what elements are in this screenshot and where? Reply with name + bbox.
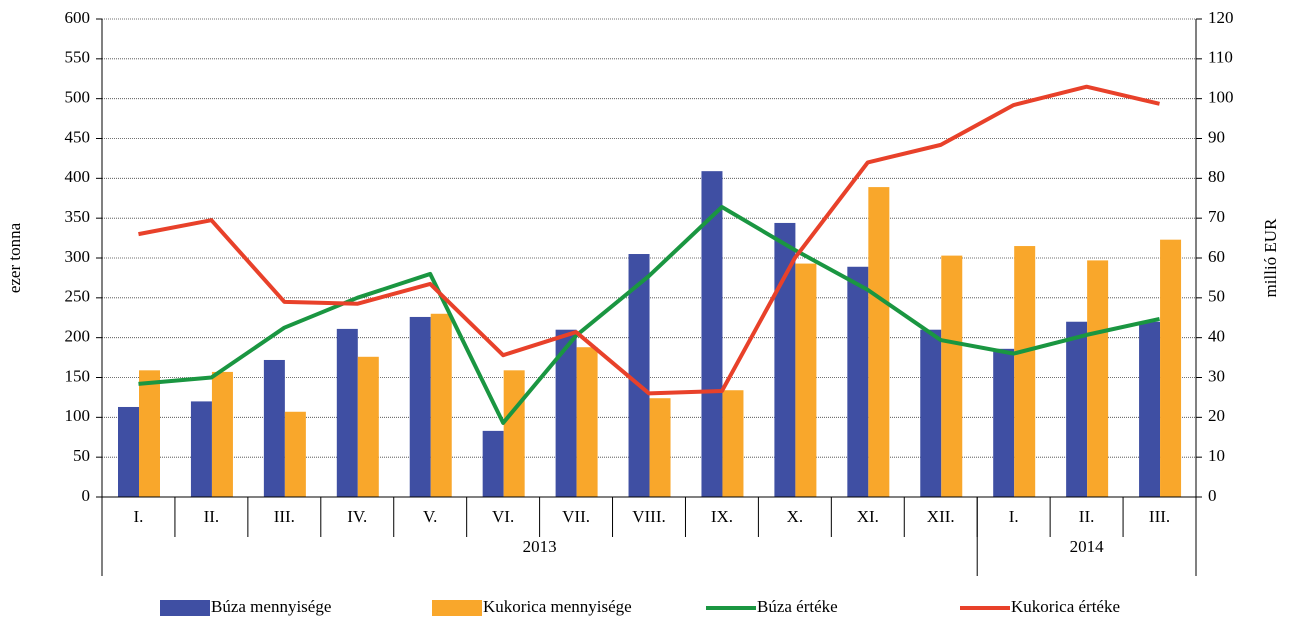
- y-tick-label: 450: [65, 127, 91, 146]
- bar: [139, 370, 160, 497]
- y2-tick-label: 20: [1208, 406, 1225, 425]
- bar: [503, 370, 525, 497]
- y-tick-label: 300: [65, 247, 91, 266]
- bar: [576, 347, 598, 497]
- legend-label: Búza értéke: [757, 597, 838, 616]
- y2-tick-label: 100: [1208, 88, 1234, 107]
- x-tick-label: III.: [1149, 507, 1170, 526]
- bar: [1160, 239, 1182, 497]
- x-tick-label: VIII.: [632, 507, 666, 526]
- x-tick-label: XII.: [927, 507, 955, 526]
- y2-tick-label: 110: [1208, 48, 1233, 67]
- bar: [357, 356, 379, 497]
- y2-tick-label: 10: [1208, 446, 1225, 465]
- y-tick-label: 0: [82, 486, 91, 505]
- bar: [409, 316, 431, 497]
- legend-label: Búza mennyisége: [211, 597, 331, 616]
- line: [138, 205, 1160, 425]
- x-group-label: 2014: [1070, 537, 1105, 556]
- y-tick-label: 350: [65, 207, 91, 226]
- y2-tick-label: 80: [1208, 167, 1225, 186]
- x-tick-label: IX.: [711, 507, 733, 526]
- bar: [336, 328, 358, 497]
- x-tick-label: VII.: [562, 507, 590, 526]
- x-tick-label: III.: [274, 507, 295, 526]
- y-tick-label: 100: [65, 406, 91, 425]
- bar: [722, 390, 744, 497]
- y2-tick-label: 70: [1208, 207, 1225, 226]
- bar: [263, 359, 285, 497]
- bar: [649, 398, 671, 497]
- bar: [284, 411, 306, 497]
- y-tick-label: 600: [65, 8, 91, 27]
- x-tick-label: II.: [1079, 507, 1095, 526]
- y2-tick-label: 50: [1208, 287, 1225, 306]
- bar: [847, 266, 869, 497]
- y2-axis-label: millió EUR: [1261, 218, 1280, 298]
- y-tick-label: 400: [65, 167, 91, 186]
- bar: [1087, 260, 1109, 497]
- y2-tick-label: 90: [1208, 127, 1225, 146]
- bar: [774, 222, 796, 498]
- bar: [628, 254, 650, 497]
- legend-swatch: [432, 600, 482, 616]
- bar: [430, 313, 452, 497]
- x-tick-label: X.: [787, 507, 804, 526]
- y-tick-label: 150: [65, 366, 91, 385]
- y2-tick-label: 60: [1208, 247, 1225, 266]
- bar: [1066, 321, 1088, 497]
- y-axis-label: ezer tonna: [5, 222, 24, 293]
- bar: [118, 406, 139, 497]
- legend-label: Kukorica értéke: [1011, 597, 1120, 616]
- bar: [941, 255, 963, 497]
- y-tick-label: 250: [65, 287, 91, 306]
- x-tick-label: I.: [134, 507, 144, 526]
- bar: [993, 348, 1015, 497]
- y2-tick-label: 0: [1208, 486, 1217, 505]
- bar: [701, 171, 723, 497]
- bar: [555, 329, 577, 497]
- y-tick-label: 50: [73, 446, 90, 465]
- x-tick-label: I.: [1009, 507, 1019, 526]
- bar: [795, 263, 817, 497]
- bar: [920, 329, 942, 497]
- x-tick-label: IV.: [347, 507, 367, 526]
- y2-tick-label: 30: [1208, 366, 1225, 385]
- bar: [482, 430, 504, 497]
- bar: [1014, 246, 1036, 497]
- y2-tick-label: 40: [1208, 327, 1225, 346]
- y2-tick-label: 120: [1208, 8, 1234, 27]
- x-tick-label: XI.: [857, 507, 879, 526]
- x-tick-label: V.: [423, 507, 437, 526]
- bar: [868, 187, 890, 497]
- bar: [190, 401, 212, 497]
- line: [138, 84, 1160, 396]
- bar: [1139, 321, 1161, 497]
- bar: [211, 371, 233, 497]
- y-tick-label: 550: [65, 48, 91, 67]
- y-tick-label: 500: [65, 88, 91, 107]
- x-tick-label: II.: [204, 507, 220, 526]
- x-group-label: 2013: [523, 537, 557, 556]
- legend-swatch: [160, 600, 210, 616]
- legend-label: Kukorica mennyisége: [483, 597, 632, 616]
- y-tick-label: 200: [65, 327, 91, 346]
- x-tick-label: VI.: [492, 507, 514, 526]
